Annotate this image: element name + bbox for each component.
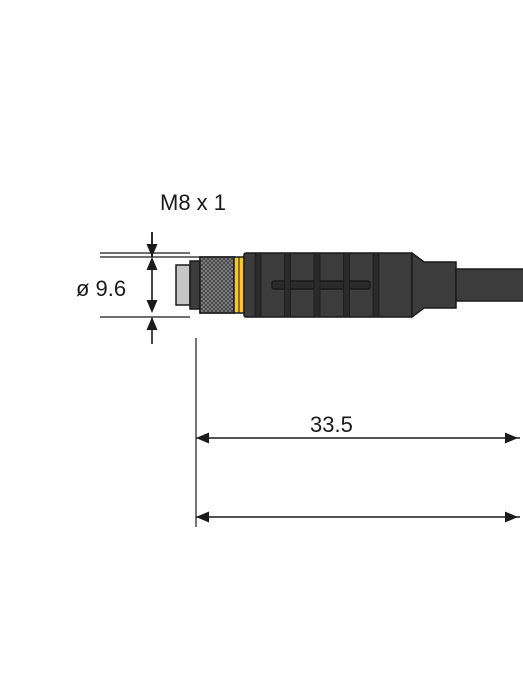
diameter-label: ø 9.6 (76, 276, 126, 301)
length-label: 33.5 (310, 412, 353, 437)
connector-drawing (144, 253, 523, 317)
thread-label: M8 x 1 (160, 190, 226, 215)
